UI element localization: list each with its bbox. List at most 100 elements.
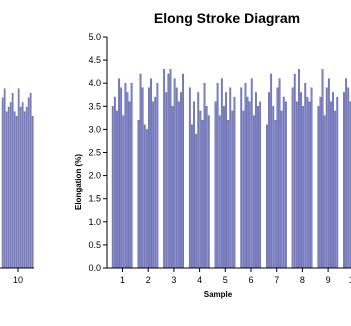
- bar: [203, 83, 206, 269]
- bar: [126, 92, 129, 269]
- y-tick-label: 1.5: [88, 194, 101, 204]
- bar: [173, 78, 176, 269]
- left-bars-group: [1, 88, 34, 269]
- y-axis-title: Elongation (%): [74, 154, 83, 210]
- bar: [177, 101, 180, 269]
- bar: [282, 96, 285, 269]
- bar: [111, 106, 114, 269]
- left-bar: [7, 106, 10, 269]
- bar: [343, 92, 345, 269]
- left-bar: [23, 111, 26, 269]
- bar: [225, 92, 227, 269]
- bar: [345, 78, 348, 269]
- bar: [317, 106, 320, 269]
- bar: [293, 73, 296, 269]
- bar: [336, 96, 339, 269]
- x-tick-label: 5: [223, 275, 228, 285]
- bar: [143, 124, 146, 269]
- bar: [167, 73, 170, 269]
- bar: [257, 106, 259, 269]
- bar: [252, 115, 255, 269]
- bar: [182, 73, 184, 269]
- y-tick-label: 4.0: [88, 78, 101, 88]
- bar: [163, 69, 166, 269]
- x-tick-label: 2: [146, 275, 151, 285]
- bar: [242, 110, 245, 269]
- bar: [175, 87, 178, 269]
- bar: [274, 120, 277, 269]
- bar: [248, 101, 251, 269]
- bar: [244, 83, 247, 269]
- bar: [156, 83, 159, 269]
- bar: [165, 92, 168, 269]
- bar: [308, 101, 311, 269]
- bar: [214, 101, 217, 269]
- left-bar: [13, 111, 16, 269]
- x-tick-label: 3: [171, 275, 176, 285]
- bar: [220, 78, 223, 269]
- x-axis-title: Sample: [204, 290, 233, 299]
- bar: [259, 101, 262, 269]
- x-tick-label: 6: [248, 275, 253, 285]
- y-tick-label: 0.5: [88, 240, 101, 250]
- bar: [323, 115, 326, 269]
- bar: [205, 106, 208, 269]
- left-bar: [15, 116, 18, 269]
- bar: [197, 92, 200, 269]
- bar: [295, 101, 298, 269]
- bar: [201, 120, 204, 269]
- bar: [227, 120, 230, 269]
- bar: [223, 106, 225, 269]
- bar: [120, 87, 123, 269]
- bar: [334, 110, 337, 269]
- y-tick-label: 3.5: [88, 101, 101, 111]
- y-tick-label: 2.5: [88, 148, 101, 158]
- left-bar: [21, 102, 24, 269]
- bar: [150, 78, 152, 269]
- x-tick-label: 4: [197, 275, 202, 285]
- y-axis: 0.0 0.5 1.0 1.5 2.0 2.5 3.0 3.5 4.0 4.5 5.0: [88, 32, 108, 273]
- bar: [321, 69, 324, 269]
- bar: [319, 96, 322, 269]
- y-tick-label: 3.0: [88, 124, 101, 134]
- left-bar: [29, 93, 32, 269]
- bar: [266, 124, 268, 269]
- bar: [298, 69, 300, 269]
- bar: [255, 92, 257, 269]
- bar: [199, 110, 202, 269]
- left-bar: [5, 111, 8, 269]
- bar: [330, 101, 332, 269]
- bar: [280, 110, 283, 269]
- bar: [180, 92, 182, 269]
- left-bar: [9, 102, 12, 269]
- left-bar: [27, 97, 30, 269]
- y-tick-label: 2.0: [88, 171, 101, 181]
- bar: [233, 96, 236, 269]
- bar: [130, 83, 133, 269]
- bar: [240, 87, 243, 269]
- bar: [284, 101, 287, 269]
- bars-group: [111, 69, 351, 269]
- bar: [272, 106, 275, 269]
- bar: [246, 96, 249, 269]
- chart-title: Elong Stroke Diagram: [154, 10, 300, 26]
- bar: [310, 87, 313, 269]
- left-bar: [19, 106, 22, 269]
- bar: [113, 96, 116, 269]
- bar: [218, 115, 221, 269]
- bar: [300, 92, 302, 269]
- bar: [268, 92, 270, 269]
- x-tick-label: 1: [120, 275, 125, 285]
- left-bar: [11, 93, 14, 269]
- left-bar: [25, 106, 28, 269]
- left-bar: [1, 97, 4, 269]
- bar: [231, 110, 234, 269]
- bar: [169, 69, 172, 269]
- bar: [188, 87, 191, 269]
- bar: [291, 87, 294, 269]
- x-tick-label: 7: [274, 275, 279, 285]
- bar: [145, 129, 148, 269]
- bar: [116, 110, 118, 269]
- partial-bar-chart-left: 10: [0, 88, 34, 285]
